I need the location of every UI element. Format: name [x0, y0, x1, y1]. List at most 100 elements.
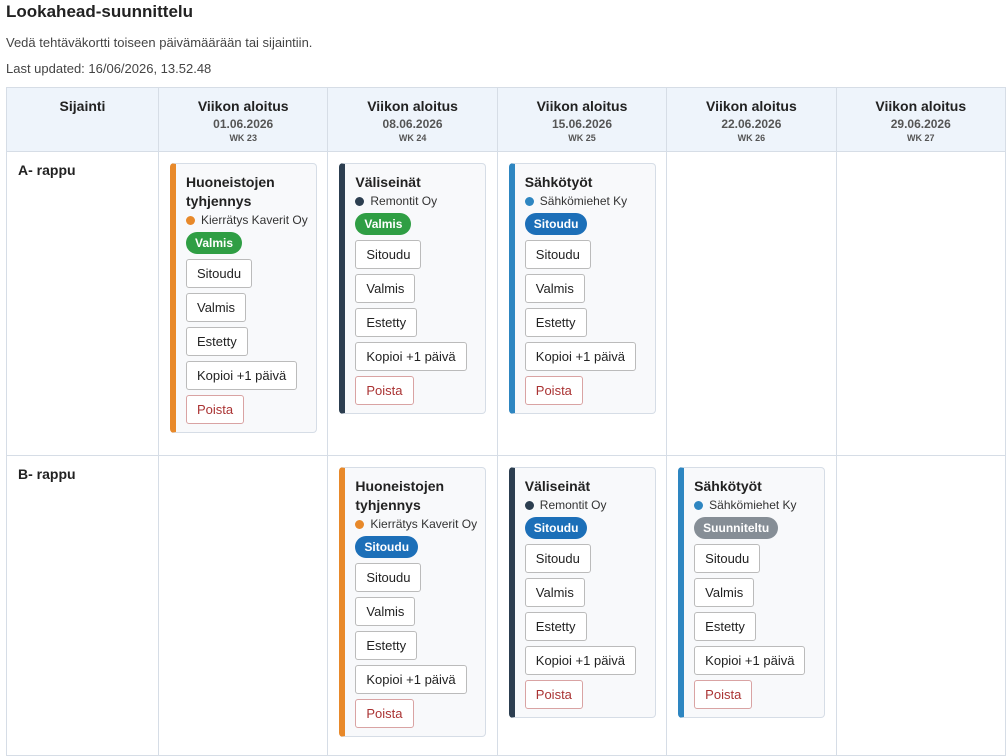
task-card[interactable]: Sähkötyöt Sähkömiehet Ky Sitoudu Sitoudu Val…	[508, 163, 656, 414]
action-button[interactable]: Poista	[694, 680, 753, 709]
status-badge: Sitoudu	[524, 213, 588, 235]
cell: Väliseinät Remontit Oy Valmis Sitoudu Valmis…	[328, 152, 498, 456]
action-button[interactable]: Sitoudu	[186, 259, 253, 288]
header-cell: Sijainti	[6, 87, 159, 152]
action-button[interactable]: Kopioi +1 päivä	[186, 361, 298, 390]
company: Kierrätys Kaverit Oy	[355, 517, 477, 531]
column-week: WK 26	[737, 133, 766, 143]
cell	[836, 152, 1006, 456]
status-badge: Suunniteltu	[694, 517, 779, 539]
task-title: Huoneistojen tyhjennys	[186, 174, 275, 209]
column-date: 29.06.2026	[890, 117, 951, 131]
column-label: Viikon aloitus	[875, 98, 967, 114]
action-button[interactable]: Valmis	[355, 274, 416, 303]
action-button[interactable]: Poista	[355, 699, 414, 728]
last-updated: Last updated: 16/06/2026, 13.52.48	[6, 61, 212, 76]
schedule-table: Sijainti Viikon aloitus 01.06.2026 WK 23 Vii…	[6, 87, 1006, 756]
column-week: WK 23	[229, 133, 257, 143]
company-name: Sähkömiehet Ky	[539, 194, 628, 208]
action-button[interactable]: Kopioi +1 päivä	[694, 646, 806, 675]
company: Remontit Oy	[524, 498, 647, 512]
column-week: WK 24	[398, 133, 427, 143]
row-label: A- rappu	[6, 152, 159, 456]
column-date: 15.06.2026	[551, 117, 612, 131]
status-badge: Sitoudu	[524, 517, 588, 539]
action-button[interactable]: Estetty	[355, 308, 418, 337]
action-button[interactable]: Estetty	[694, 612, 756, 641]
column-label: Viikon aloitus	[536, 98, 628, 114]
action-button[interactable]: Valmis	[694, 578, 755, 607]
cell: Huoneistojen tyhjennys Kierrätys Kaverit …	[328, 456, 498, 756]
action-button[interactable]: Kopioi +1 päivä	[355, 665, 467, 694]
task-title: Sähkötyöt	[524, 174, 593, 190]
task-title: Väliseinät	[355, 174, 421, 190]
task-card[interactable]: Sähkötyöt Sähkömiehet Ky Suunniteltu Sitoud…	[678, 467, 826, 718]
cell: Sähkötyöt Sähkömiehet Ky Sitoudu Sitoudu Val…	[497, 152, 668, 456]
action-button[interactable]: Valmis	[524, 578, 585, 607]
task-card[interactable]: Huoneistojen tyhjennys Kierrätys Kaverit …	[170, 163, 317, 433]
cell: Sähkötyöt Sähkömiehet Ky Suunniteltu Sitoud…	[667, 456, 837, 756]
company-name: Kierrätys Kaverit Oy	[370, 517, 478, 531]
task-title: Väliseinät	[524, 478, 591, 494]
task-title: Sähkötyöt	[694, 478, 762, 494]
column-label: Viikon aloitus	[197, 98, 289, 114]
header-cell: Viikon aloitus 15.06.2026 WK 25	[497, 87, 668, 152]
action-button[interactable]: Estetty	[524, 308, 587, 337]
action-button[interactable]: Kopioi +1 päivä	[524, 342, 637, 371]
column-date: 01.06.2026	[213, 117, 274, 131]
row-label: B- rappu	[6, 456, 159, 756]
company-dot	[355, 519, 365, 529]
status-badge: Valmis	[355, 213, 412, 235]
column-week: WK 25	[568, 133, 596, 143]
header-cell: Viikon aloitus 08.06.2026 WK 24	[328, 87, 498, 152]
action-button[interactable]: Sitoudu	[694, 544, 761, 573]
action-button[interactable]: Valmis	[186, 293, 247, 322]
action-button[interactable]: Poista	[355, 376, 414, 405]
corner-label: Sijainti	[59, 98, 106, 114]
action-button[interactable]: Poista	[186, 395, 245, 424]
page-title: Lookahead-suunnittelu	[6, 2, 193, 21]
action-button[interactable]: Poista	[524, 376, 583, 405]
action-button[interactable]: Valmis	[355, 597, 416, 626]
task-title: Huoneistojen tyhjennys	[355, 478, 445, 513]
action-button[interactable]: Kopioi +1 päivä	[355, 342, 467, 371]
company-dot	[524, 500, 534, 510]
header-cell: Viikon aloitus 01.06.2026 WK 23	[159, 87, 329, 152]
company: Kierrätys Kaverit Oy	[186, 213, 308, 227]
company-dot	[355, 196, 365, 206]
column-week: WK 27	[907, 133, 935, 143]
cell	[667, 152, 837, 456]
action-button[interactable]: Estetty	[355, 631, 418, 660]
action-button[interactable]: Estetty	[186, 327, 248, 356]
cell	[159, 456, 329, 756]
action-button[interactable]: Sitoudu	[524, 544, 591, 573]
task-card[interactable]: Väliseinät Remontit Oy Valmis Sitoudu Valmis…	[339, 163, 487, 414]
task-card[interactable]: Väliseinät Remontit Oy Sitoudu Sitoudu Valmi…	[508, 467, 656, 718]
status-badge: Sitoudu	[355, 536, 419, 558]
column-date: 08.06.2026	[382, 117, 443, 131]
company-dot	[694, 500, 704, 510]
company: Sähkömiehet Ky	[524, 194, 647, 208]
company-dot	[524, 196, 534, 206]
task-card[interactable]: Huoneistojen tyhjennys Kierrätys Kaverit …	[339, 467, 487, 737]
action-button[interactable]: Poista	[524, 680, 583, 709]
cell: Huoneistojen tyhjennys Kierrätys Kaverit …	[159, 152, 329, 456]
action-button[interactable]: Sitoudu	[355, 563, 422, 592]
company-name: Remontit Oy	[370, 194, 438, 208]
column-label: Viikon aloitus	[367, 98, 458, 114]
action-button[interactable]: Sitoudu	[355, 240, 422, 269]
action-button[interactable]: Kopioi +1 päivä	[524, 646, 637, 675]
column-label: Viikon aloitus	[705, 98, 797, 114]
company-dot	[186, 215, 195, 225]
action-button[interactable]: Valmis	[524, 274, 585, 303]
cell	[836, 456, 1006, 756]
company: Sähkömiehet Ky	[694, 498, 816, 512]
company-name: Kierrätys Kaverit Oy	[201, 213, 308, 227]
header-cell: Viikon aloitus 29.06.2026 WK 27	[836, 87, 1006, 152]
cell: Väliseinät Remontit Oy Sitoudu Sitoudu Valmi…	[497, 456, 668, 756]
action-button[interactable]: Sitoudu	[524, 240, 591, 269]
action-button[interactable]: Estetty	[524, 612, 587, 641]
company: Remontit Oy	[355, 194, 477, 208]
status-badge: Valmis	[186, 232, 243, 254]
